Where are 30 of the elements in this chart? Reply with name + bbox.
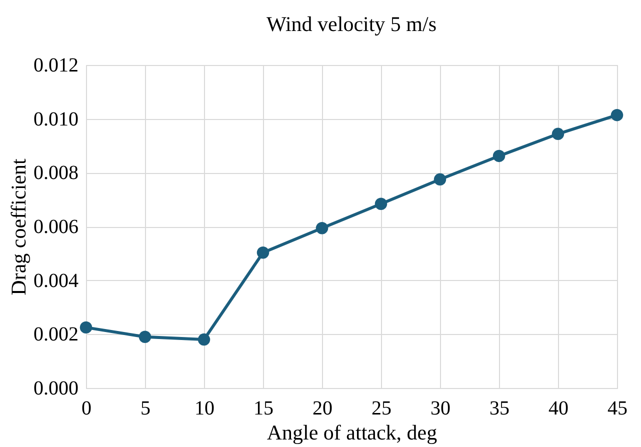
x-tick-label: 30 bbox=[430, 398, 450, 420]
chart-title: Wind velocity 5 m/s bbox=[266, 12, 437, 36]
point bbox=[256, 246, 270, 259]
x-tick-label: 15 bbox=[254, 398, 274, 420]
point bbox=[138, 330, 152, 343]
y-tick-label: 0.002 bbox=[34, 324, 78, 346]
point bbox=[80, 321, 92, 334]
y-tick-label: 0.004 bbox=[34, 270, 78, 292]
x-tick-label: 10 bbox=[194, 398, 214, 420]
x-tick-label: 0 bbox=[82, 398, 92, 420]
x-tick-label: 20 bbox=[312, 398, 332, 420]
point bbox=[374, 198, 388, 210]
x-axis-title: Angle of attack, deg bbox=[266, 420, 438, 444]
point bbox=[198, 333, 210, 346]
y-tick-label: 0.000 bbox=[34, 378, 78, 400]
y-tick-label: 0.012 bbox=[34, 54, 78, 76]
y-tick-label: 0.006 bbox=[34, 216, 78, 238]
point bbox=[552, 128, 564, 140]
y-tick-label: 0.008 bbox=[34, 162, 78, 184]
x-tick-label: 45 bbox=[608, 398, 628, 420]
x-tick-label: 35 bbox=[490, 398, 510, 420]
point bbox=[492, 150, 506, 162]
point bbox=[610, 108, 624, 122]
x-tick-label: 40 bbox=[548, 398, 568, 420]
y-axis-title: Drag coefficient bbox=[6, 158, 30, 296]
point bbox=[434, 173, 446, 186]
y-tick-label: 0.010 bbox=[34, 108, 78, 130]
point bbox=[316, 222, 328, 234]
x-tick-label: 25 bbox=[372, 398, 392, 420]
x-tick-label: 5 bbox=[140, 398, 150, 420]
